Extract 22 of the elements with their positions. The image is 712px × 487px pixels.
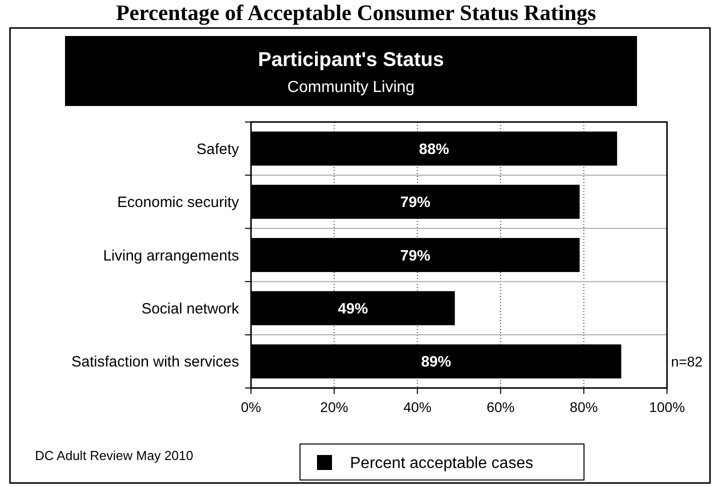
text: DC Adult Review May 2010 — [35, 448, 194, 463]
y-tick-label: Living arrangements — [103, 247, 239, 264]
data-label: 49% — [338, 300, 368, 318]
x-tick-label: 80% — [570, 399, 598, 415]
x-tick-label: 100% — [649, 399, 685, 415]
data-label: 79% — [400, 247, 430, 264]
x-tick-label: 60% — [486, 399, 515, 415]
text: n=82 — [671, 353, 703, 370]
y-tick-label: Satisfaction with services — [71, 354, 239, 371]
data-label: 89% — [421, 354, 452, 371]
x-tick-label: 40% — [403, 399, 432, 415]
legend-label: Percent acceptable cases — [350, 455, 534, 472]
chart-title: Percentage of Acceptable Consumer Status Ratings — [116, 0, 596, 25]
text: Community Living — [287, 79, 415, 96]
y-tick-label: Safety — [196, 140, 240, 158]
data-label: 88% — [419, 140, 450, 158]
chart-subtitle: Participant's Status — [258, 49, 444, 71]
x-tick-label: 0% — [240, 399, 262, 415]
y-tick-label: Social network — [141, 300, 240, 318]
y-tick-label: Economic security — [117, 194, 240, 212]
data-label: 79% — [400, 194, 430, 212]
x-tick-label: 20% — [320, 399, 348, 415]
